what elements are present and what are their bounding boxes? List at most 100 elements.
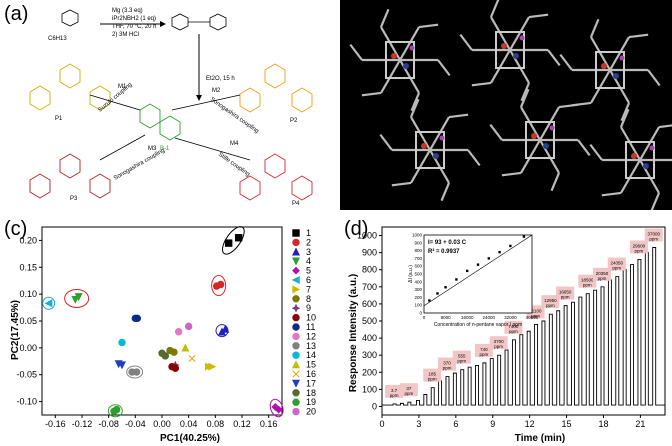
pca-point bbox=[188, 355, 196, 363]
x-tick-label: 21 bbox=[635, 419, 645, 429]
pca-point bbox=[292, 407, 300, 416]
pca-point bbox=[291, 303, 301, 313]
x-tick-label: 6 bbox=[453, 419, 458, 429]
arrowhead bbox=[196, 95, 202, 101]
ppm-value: 29600 bbox=[633, 243, 646, 248]
ppm-label-bg bbox=[399, 383, 418, 397]
y-tick-label: -0.05 bbox=[16, 370, 37, 380]
pca-points bbox=[44, 234, 283, 415]
alkyl-chain bbox=[601, 191, 622, 197]
alkyl-chain bbox=[647, 69, 661, 87]
pca-point bbox=[208, 362, 217, 371]
alkyl-chain bbox=[349, 43, 363, 61]
ppm-label-bg bbox=[423, 368, 442, 382]
y-tick-label: 0 bbox=[372, 401, 377, 411]
legend-entry: 5 bbox=[306, 266, 311, 276]
pca-point bbox=[292, 351, 300, 359]
p3-structure bbox=[29, 153, 111, 199]
compound-p1-label: P1 bbox=[55, 116, 63, 122]
compound-p3-label: P3 bbox=[70, 196, 78, 202]
cluster-ellipse bbox=[107, 404, 123, 418]
aromatic-core bbox=[525, 121, 555, 159]
alkyl-chain bbox=[559, 53, 573, 71]
aromatic-core bbox=[625, 141, 655, 179]
oxygen-atom bbox=[501, 43, 507, 49]
inset-point bbox=[455, 278, 458, 281]
compound-p4-label: P4 bbox=[292, 201, 300, 207]
inset-y-tick-label: 0 bbox=[419, 311, 422, 316]
oxygen-atom bbox=[391, 53, 397, 59]
x-tick-label: 12 bbox=[525, 419, 535, 429]
x-tick-label: 0.08 bbox=[207, 419, 225, 429]
ppm-label-bg bbox=[593, 267, 612, 281]
arrowhead bbox=[160, 21, 166, 27]
cluster-ellipse bbox=[211, 275, 227, 297]
panel-a-label: (a) bbox=[4, 3, 28, 25]
borinic-acid-structure bbox=[171, 13, 227, 31]
legend-entry: 18 bbox=[306, 388, 316, 398]
coupling-2: Sonogashira coupling bbox=[209, 97, 260, 135]
y-tick-label: 0.10 bbox=[19, 289, 37, 299]
ppm-labels: 3.7ppm37ppm185ppm370ppm555ppm740ppm3700p… bbox=[385, 228, 663, 398]
scheme-arrows bbox=[89, 94, 251, 161]
x-tick-label: 0.00 bbox=[153, 419, 171, 429]
boron-atom bbox=[619, 55, 625, 61]
legend-entry: 13 bbox=[306, 341, 316, 351]
ppm-value: 555 bbox=[458, 354, 466, 359]
y-tick-label: 0.00 bbox=[19, 343, 37, 353]
pca-point bbox=[112, 405, 121, 414]
y-tick-label: 100 bbox=[362, 384, 377, 394]
x-tick-label: 3 bbox=[416, 419, 421, 429]
x-tick-label: -0.12 bbox=[72, 419, 93, 429]
ppm-value: 37000 bbox=[647, 232, 660, 237]
oxygen-atom bbox=[601, 63, 607, 69]
pca-point bbox=[292, 295, 300, 303]
inset-point bbox=[428, 299, 431, 302]
bromobenzene-structure bbox=[61, 9, 79, 27]
alkyl-chain bbox=[410, 92, 421, 112]
molecule-bond bbox=[590, 69, 611, 104]
ppm-value: 7400 bbox=[508, 324, 519, 329]
alkyl-chain bbox=[620, 102, 631, 122]
pca-point bbox=[292, 285, 301, 294]
pca-point bbox=[170, 348, 178, 356]
alkyl-chain bbox=[418, 23, 439, 29]
alkyl-chain bbox=[520, 82, 531, 102]
pca-point bbox=[292, 398, 300, 406]
ppm-label-bg bbox=[629, 240, 648, 254]
boron-atom bbox=[519, 35, 525, 41]
inset-y-tick-label: 300 bbox=[414, 287, 422, 292]
legend-entry: 10 bbox=[306, 313, 316, 323]
pca-point bbox=[291, 275, 300, 285]
pca-point bbox=[74, 293, 83, 302]
oxygen-atom bbox=[631, 153, 637, 159]
pca-point bbox=[181, 343, 190, 352]
cluster-ellipse bbox=[269, 398, 284, 418]
x-tick-label: 18 bbox=[598, 419, 608, 429]
alkyl-chain bbox=[650, 192, 661, 212]
inset-y-tick-label: 700 bbox=[414, 256, 422, 261]
ppm-unit: ppm bbox=[428, 377, 437, 382]
x-tick-label: -0.04 bbox=[125, 419, 146, 429]
inset-ylabel: ΔI (a.u.) bbox=[408, 265, 414, 283]
boron-atom bbox=[439, 135, 445, 141]
alkyl-chain bbox=[437, 59, 451, 77]
alkyl-chain bbox=[628, 33, 649, 39]
oxygen-atom bbox=[531, 133, 537, 139]
alkyl-chain bbox=[391, 181, 412, 187]
pca-point bbox=[132, 368, 141, 376]
x-tick-label: 0.16 bbox=[260, 419, 278, 429]
ppm-unit: ppm bbox=[494, 344, 503, 349]
alkyl-chain bbox=[361, 91, 382, 97]
pca-point bbox=[291, 257, 301, 266]
inset-point bbox=[476, 263, 480, 266]
inset-point bbox=[487, 257, 490, 260]
monomer-m1: M1 bbox=[118, 84, 127, 90]
ppm-value: 20350 bbox=[596, 271, 609, 276]
inset-point bbox=[498, 250, 501, 254]
x-tick-label: 0.12 bbox=[233, 419, 251, 429]
ppm-label-bg bbox=[578, 274, 597, 288]
pca-point bbox=[118, 338, 126, 347]
y-tick-label: 0.15 bbox=[19, 262, 37, 272]
legend-entry: 17 bbox=[306, 378, 316, 388]
